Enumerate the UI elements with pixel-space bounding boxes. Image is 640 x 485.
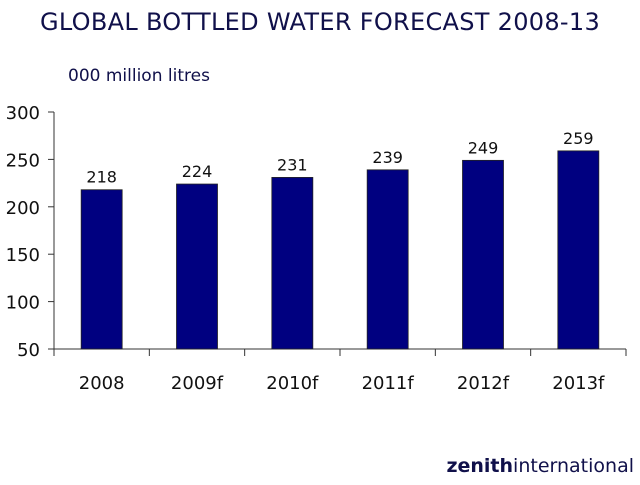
- x-tick-label: 2012f: [457, 373, 510, 394]
- x-tick-label: 2013f: [552, 373, 605, 394]
- bar-2008: [80, 189, 123, 350]
- data-label: 259: [563, 129, 594, 148]
- data-label: 239: [372, 148, 403, 167]
- logo-regular-text: international: [513, 455, 634, 477]
- y-tick-label: 200: [6, 198, 40, 219]
- data-label: 218: [86, 168, 117, 187]
- bar-2010f: [271, 177, 314, 350]
- bar-2009f: [176, 183, 218, 350]
- bar-2012f: [462, 159, 504, 350]
- y-tick-label: 300: [6, 103, 40, 124]
- x-tick-label: 2011f: [362, 373, 415, 394]
- chart-title: GLOBAL BOTTLED WATER FORECAST 2008-13: [39, 8, 601, 36]
- data-label: 224: [182, 162, 213, 181]
- x-tick-label: 2010f: [266, 373, 319, 394]
- y-tick-label: 250: [6, 150, 40, 171]
- zenith-international-logo: zenithinternational: [446, 455, 634, 477]
- logo-bold-text: zenith: [446, 455, 514, 477]
- x-tick-label: 2009f: [171, 373, 224, 394]
- data-label: 231: [277, 155, 308, 174]
- y-tick-label: 150: [6, 245, 40, 266]
- y-axis-unit-label: 000 million litres: [68, 66, 210, 86]
- y-tick-label: 50: [17, 340, 40, 361]
- bar-2013f: [557, 150, 600, 350]
- bar-2011f: [366, 169, 409, 350]
- y-tick-label: 100: [6, 293, 40, 314]
- data-label: 249: [468, 138, 499, 157]
- x-tick-label: 2008: [79, 373, 125, 394]
